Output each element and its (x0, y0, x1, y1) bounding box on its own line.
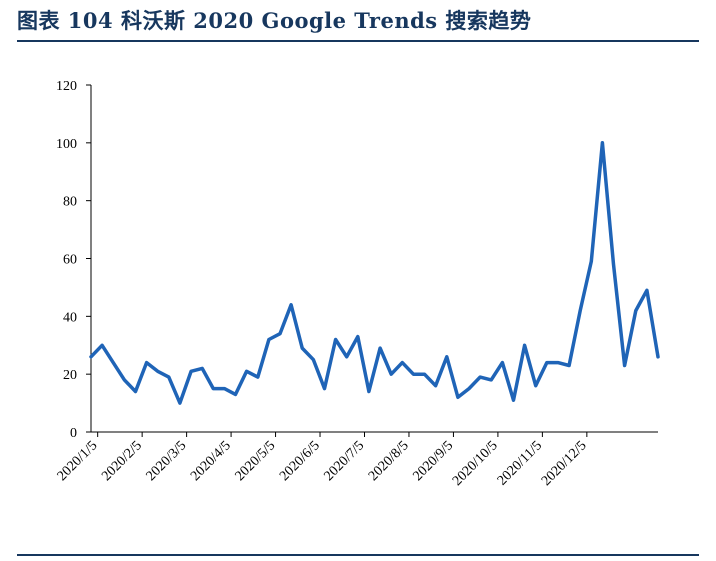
data-point (345, 355, 348, 358)
data-point (334, 338, 337, 341)
data-point (245, 370, 248, 373)
data-point (190, 370, 193, 373)
data-point (223, 387, 226, 390)
x-tick-label: 2020/8/5 (366, 438, 412, 484)
series-line (89, 141, 660, 405)
x-tick-label: 2020/9/5 (410, 438, 456, 484)
x-tick-label: 2020/11/5 (495, 438, 545, 488)
data-point (156, 370, 159, 373)
data-point (545, 361, 548, 364)
x-tick-label: 2020/3/5 (144, 438, 190, 484)
y-tick-label: 80 (63, 195, 77, 210)
data-point (579, 309, 582, 312)
y-tick-label: 60 (63, 253, 77, 268)
data-point (556, 361, 559, 364)
figure-title: 图表 104 科沃斯 2020 Google Trends 搜索趋势 (17, 8, 532, 33)
data-point (523, 344, 526, 347)
data-point (512, 399, 515, 402)
data-point (134, 390, 137, 393)
data-point (312, 358, 315, 361)
bottom-rule (17, 554, 699, 556)
x-tick-label: 2020/12/5 (539, 438, 590, 489)
data-point (423, 373, 426, 376)
x-tick-label: 2020/7/5 (322, 438, 368, 484)
data-point (279, 332, 282, 335)
data-point (301, 347, 304, 350)
data-point (101, 344, 104, 347)
x-tick-label: 2020/2/5 (99, 438, 145, 484)
data-point (390, 373, 393, 376)
data-point (645, 289, 648, 292)
data-point (568, 364, 571, 367)
data-point (145, 361, 148, 364)
y-tick-label: 120 (56, 79, 77, 94)
data-point (434, 384, 437, 387)
data-point (657, 355, 660, 358)
data-point (590, 260, 593, 263)
y-tick-label: 100 (56, 137, 77, 152)
data-point (490, 378, 493, 381)
data-point (501, 361, 504, 364)
data-point (367, 390, 370, 393)
data-point (468, 387, 471, 390)
y-tick-label: 0 (70, 426, 77, 441)
data-point (123, 378, 126, 381)
data-point (534, 384, 537, 387)
data-point (456, 396, 459, 399)
data-point (112, 361, 115, 364)
data-point (178, 402, 181, 405)
x-tick-label: 2020/4/5 (188, 438, 234, 484)
data-point (612, 263, 615, 266)
y-tick-label: 20 (63, 368, 77, 383)
data-point (412, 373, 415, 376)
x-tick-label: 2020/6/5 (277, 438, 323, 484)
data-point (267, 338, 270, 341)
top-rule (17, 40, 699, 42)
data-point (623, 364, 626, 367)
data-point (356, 335, 359, 338)
data-point (401, 361, 404, 364)
data-point (634, 309, 637, 312)
y-tick-label: 40 (63, 310, 77, 325)
x-tick-label: 2020/10/5 (450, 438, 501, 489)
data-point (90, 355, 93, 358)
x-tick-label: 2020/1/5 (55, 438, 101, 484)
data-point (256, 376, 259, 379)
data-point (234, 393, 237, 396)
data-point (379, 347, 382, 350)
data-point (601, 141, 604, 144)
x-tick-label: 2020/5/5 (233, 438, 279, 484)
data-point (167, 376, 170, 379)
data-point (201, 367, 204, 370)
data-point (445, 355, 448, 358)
data-point (323, 387, 326, 390)
data-point (212, 387, 215, 390)
data-point (479, 376, 482, 379)
data-point (290, 303, 293, 306)
